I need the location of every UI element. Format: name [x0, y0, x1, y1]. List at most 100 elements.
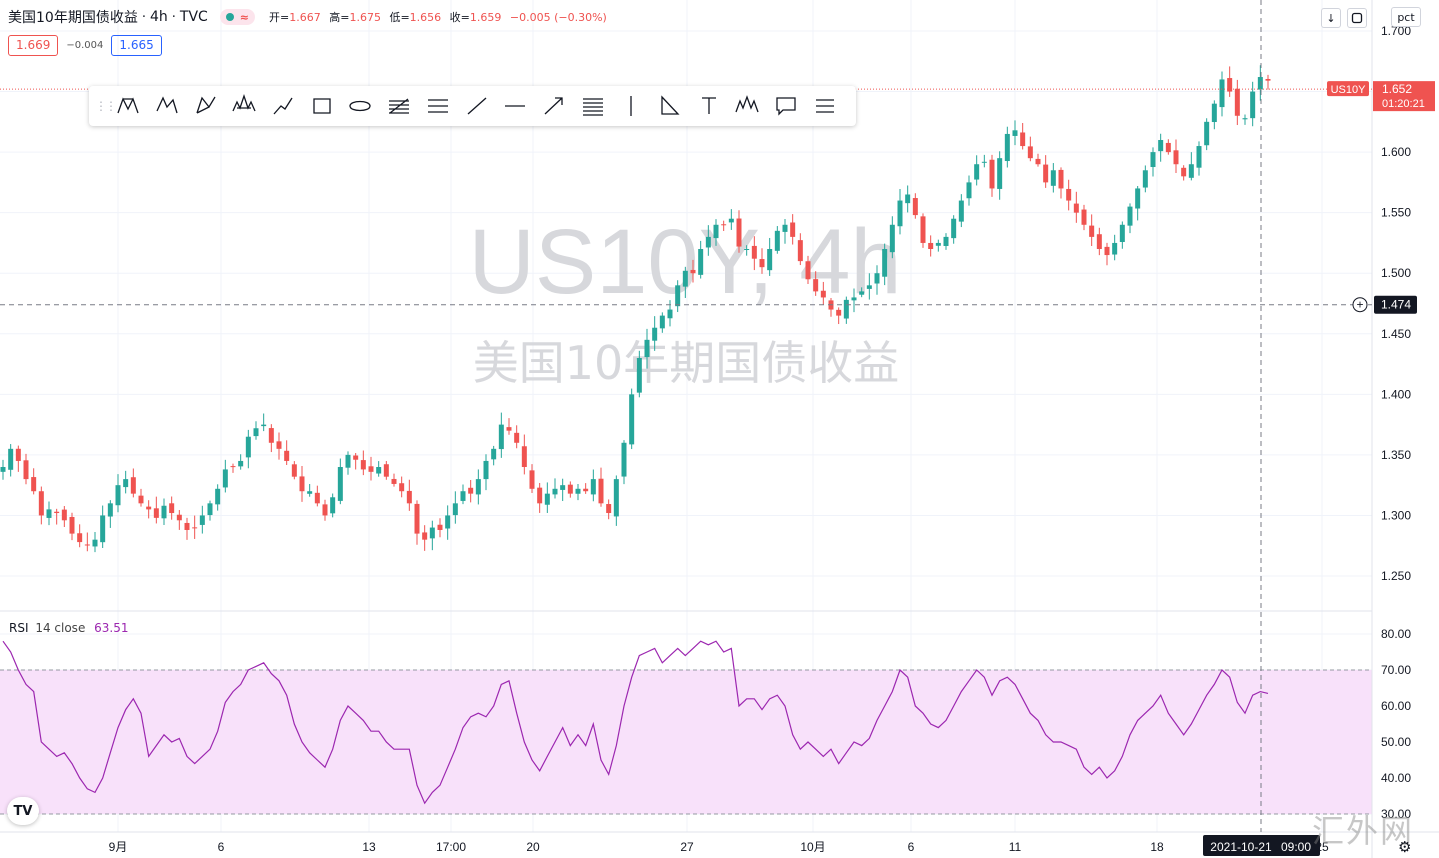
text-icon [701, 97, 716, 114]
pattern-head-shoulders-tool-button[interactable] [225, 86, 264, 126]
text-tool-button[interactable] [689, 86, 728, 126]
candle-body [276, 441, 282, 449]
elliott-wave-tool-button[interactable] [728, 86, 767, 126]
time-tick-label: 27 [680, 840, 694, 854]
scale-mode-button[interactable]: pct [1391, 7, 1421, 27]
candle-body [1188, 164, 1194, 178]
candle-body [31, 477, 37, 492]
change-value: −0.005 (−0.30%) [509, 11, 607, 24]
candle-body [291, 464, 297, 477]
trend-line-tool-button[interactable] [457, 86, 496, 126]
candle-body [261, 424, 267, 427]
rsi-tick-label: 70.00 [1381, 663, 1411, 677]
gear-icon[interactable]: ⚙ [1398, 838, 1412, 856]
candle-body [790, 222, 796, 237]
candle-body [1112, 242, 1118, 255]
candle-body [774, 230, 780, 251]
pattern-xabcd-tool-button[interactable] [109, 86, 148, 126]
rsi-legend[interactable]: RSI 14 close 63.51 [9, 621, 129, 635]
trend-line-icon [467, 97, 486, 115]
candle-body [514, 432, 520, 443]
fib-retracement-tool-button[interactable] [380, 86, 419, 126]
last-price-bg [1373, 81, 1435, 112]
candle-body [215, 488, 221, 505]
pattern-abcd-tool-button[interactable] [186, 86, 225, 126]
candle-body [1058, 169, 1064, 189]
candle-body [460, 491, 466, 501]
market-status-pill[interactable]: ≈ [219, 9, 256, 25]
candle-body [169, 503, 175, 514]
candle-body [176, 514, 182, 521]
candle-body [46, 509, 52, 518]
pattern-cypher-tool-button[interactable] [148, 86, 187, 126]
time-tick-label: 20 [526, 840, 540, 854]
price-tick-label: 1.500 [1381, 266, 1411, 280]
candle-body [889, 224, 895, 253]
candle-body [199, 515, 205, 525]
path-tool-button[interactable] [264, 86, 303, 126]
download-button[interactable]: ↓ [1321, 8, 1341, 28]
symbol-title[interactable]: 美国10年期国债收益 [8, 10, 138, 26]
candle-body [222, 469, 228, 488]
rsi-tick-label: 40.00 [1381, 771, 1411, 785]
triangle-tool-button[interactable] [651, 86, 690, 126]
horizontal-lines-tool-button[interactable] [573, 86, 612, 126]
candle-body [935, 242, 941, 246]
vertical-line-tool-button[interactable] [612, 86, 651, 126]
bid-button[interactable]: 1.669 [8, 34, 59, 56]
time-tick-label: 13 [362, 840, 376, 854]
drag-handle-icon[interactable]: ⋮⋮ [95, 99, 117, 113]
parallel-channel-tool-button[interactable] [419, 86, 458, 126]
candle-body [414, 503, 420, 534]
candle-body [621, 442, 627, 477]
settings-list-tool-button[interactable] [805, 86, 844, 126]
candle-body [475, 479, 481, 495]
crosshair-time-bg [1203, 835, 1320, 856]
rectangle-tool-button[interactable] [302, 86, 341, 126]
candle-body [698, 249, 704, 275]
symbol-tag: US10Y [1331, 84, 1367, 96]
horizontal-ray-tool-button[interactable] [496, 86, 535, 126]
candle-body [483, 460, 489, 480]
rsi-name: RSI [9, 621, 29, 635]
candle-body [253, 428, 259, 437]
separator: · [171, 9, 176, 25]
candle-body [897, 200, 903, 227]
crosshair-clock-label: 09:00 [1281, 840, 1311, 854]
legend-header: 美国10年期国债收益 · 4h · TVC ≈ 开=1.667 高=1.675 … [8, 7, 612, 27]
candle-body [951, 218, 957, 239]
candle-body [652, 327, 658, 341]
candle-body [1081, 209, 1087, 225]
rsi-tick-label: 50.00 [1381, 735, 1411, 749]
pattern-abcd-icon [196, 96, 216, 114]
rsi-value: 63.51 [94, 621, 129, 635]
high-value: 1.675 [349, 11, 381, 24]
rsi-tick-label: 60.00 [1381, 699, 1411, 713]
candle-body [1096, 234, 1102, 249]
ask-button[interactable]: 1.665 [111, 34, 162, 56]
candle-body [77, 533, 83, 543]
interval-label[interactable]: 4h [149, 9, 168, 25]
candle-body [728, 218, 734, 223]
candle-body [836, 309, 842, 316]
candle-body [1050, 170, 1056, 186]
candle-body [805, 261, 811, 280]
candle-body [115, 485, 121, 506]
ellipse-tool-button[interactable] [341, 86, 380, 126]
site-watermark: 汇外网 [1312, 812, 1415, 850]
rsi-line [2, 640, 1269, 805]
price-tick-label: 1.700 [1381, 24, 1411, 38]
countdown-label: 01:20:21 [1382, 98, 1425, 110]
fullscreen-icon[interactable] [1347, 8, 1367, 28]
horizontal-lines-icon [582, 98, 603, 116]
candle-body [1265, 78, 1271, 81]
candle-body [682, 270, 688, 287]
callout-tool-button[interactable] [767, 86, 806, 126]
candle-body [675, 285, 681, 307]
candle-body [590, 479, 596, 495]
tradingview-logo-icon[interactable]: 𝗧𝗩 [7, 797, 39, 825]
arrow-tool-button[interactable] [535, 86, 574, 126]
candle-body [529, 470, 535, 489]
